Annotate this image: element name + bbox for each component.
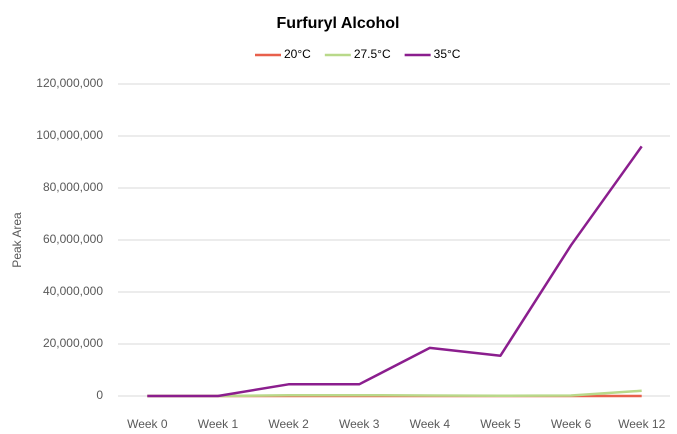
y-tick-label: 100,000,000 bbox=[36, 128, 103, 142]
x-tick-label: Week 2 bbox=[268, 417, 309, 431]
chart-title: Furfuryl Alcohol bbox=[277, 15, 400, 32]
series-line bbox=[147, 145, 643, 398]
legend-label: 27.5°C bbox=[354, 47, 391, 61]
x-tick-label: Week 3 bbox=[339, 417, 380, 431]
y-tick-label: 40,000,000 bbox=[43, 284, 103, 298]
legend-label: 20°C bbox=[284, 47, 311, 61]
x-tick-label: Week 4 bbox=[410, 417, 451, 431]
x-tick-label: Week 0 bbox=[127, 417, 168, 431]
x-tick-label: Week 5 bbox=[480, 417, 521, 431]
y-tick-label: 120,000,000 bbox=[36, 76, 103, 90]
x-tick-label: Week 1 bbox=[198, 417, 239, 431]
y-tick-label: 60,000,000 bbox=[43, 232, 103, 246]
y-tick-label: 20,000,000 bbox=[43, 336, 103, 350]
x-tick-label: Week 12 bbox=[618, 417, 665, 431]
y-tick-label: 0 bbox=[96, 388, 103, 402]
series-line bbox=[147, 389, 642, 398]
y-tick-label: 80,000,000 bbox=[43, 180, 103, 194]
x-tick-label: Week 6 bbox=[551, 417, 592, 431]
legend-label: 35°C bbox=[434, 47, 461, 61]
y-axis-label: Peak Area bbox=[10, 212, 24, 268]
